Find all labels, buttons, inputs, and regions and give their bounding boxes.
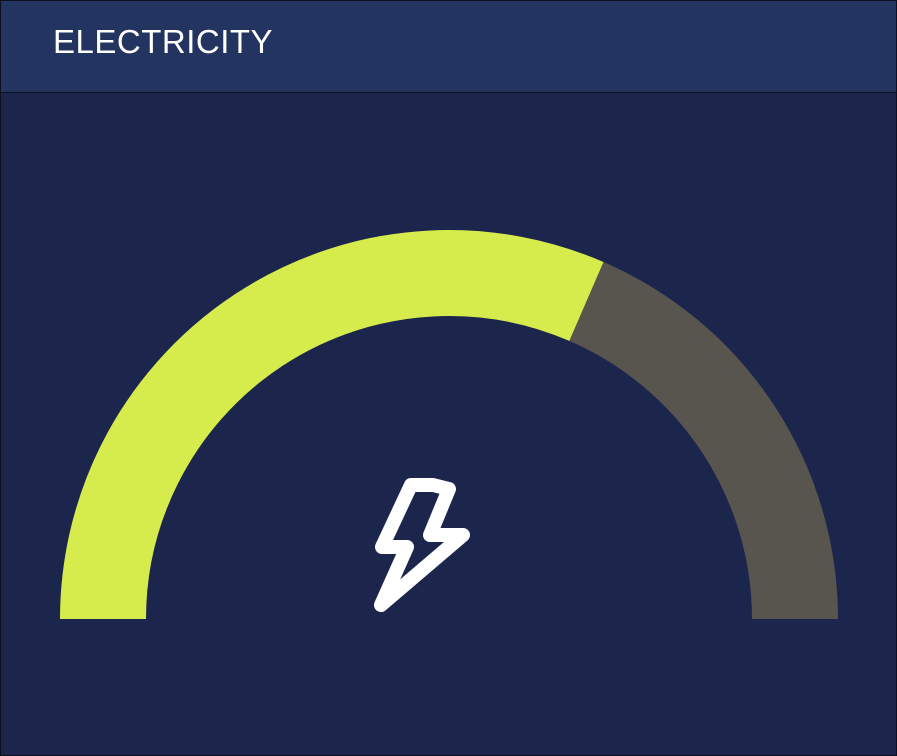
lightning-bolt-icon [374, 478, 470, 612]
gauge-fill [60, 230, 604, 620]
gauge-track [568, 262, 838, 620]
panel-title: ELECTRICITY [53, 23, 274, 60]
panel-header: ELECTRICITY [1, 1, 896, 93]
